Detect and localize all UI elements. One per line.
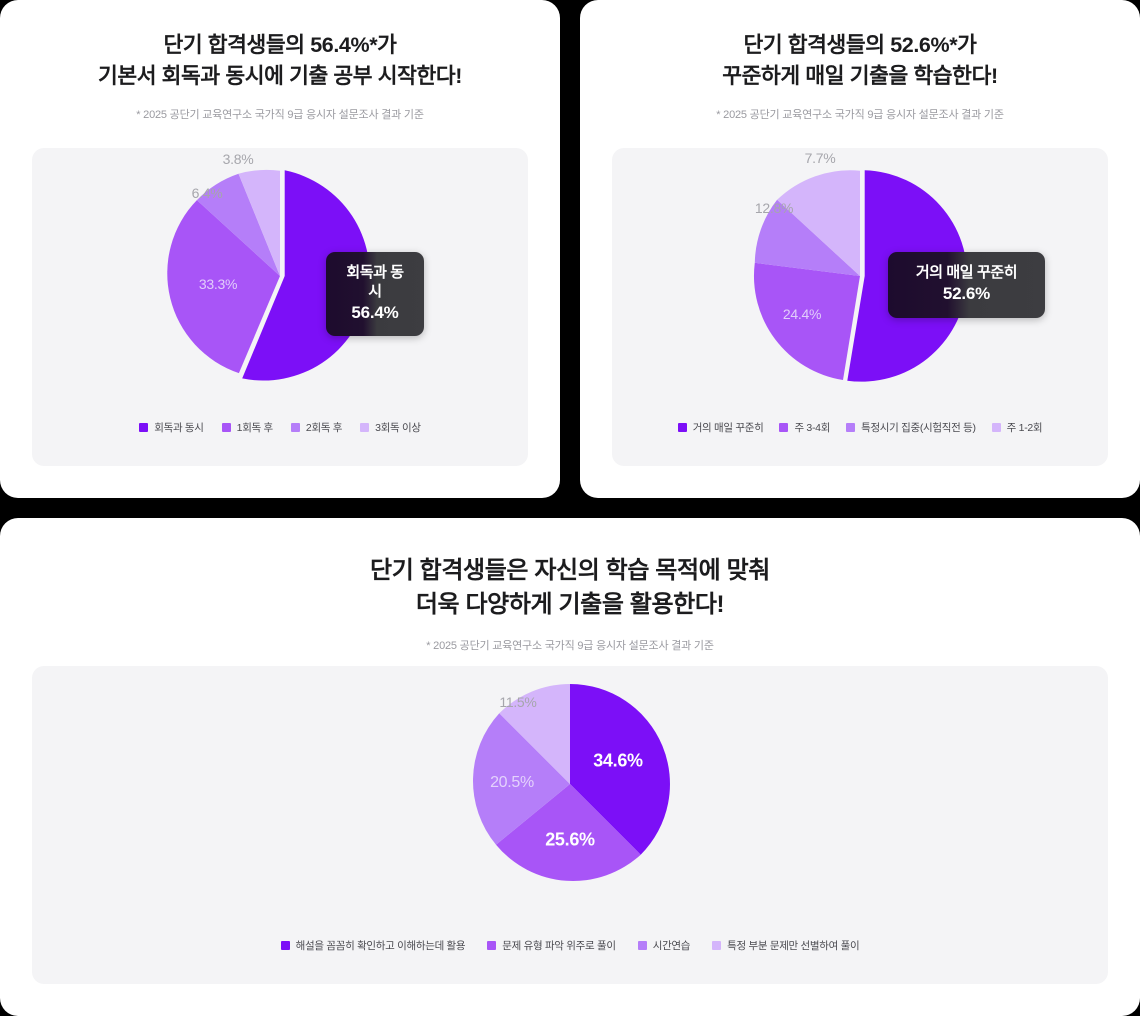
card-3-slice-2[interactable] [472,713,570,845]
card-2-title-line-2: 꾸준하게 매일 기출을 학습한다! [722,63,998,88]
card-1-legend-label-1: 1회독 후 [236,422,274,434]
chart-card-3: 단기 합격생들은 자신의 학습 목적에 맞춰 더욱 다양하게 기출을 활용한다!… [0,518,1140,1016]
card-2-legend-label-2: 특정시기 집중(시험직전 등) [861,422,976,434]
card-3-legend-label-1: 문제 유형 파악 위주로 풀이 [502,940,616,952]
card-1-label-3: 3.8% [222,151,254,167]
card-2-legend-item-3[interactable]: 주 1-2회 [991,420,1043,435]
card-3-title: 단기 합격생들은 자신의 학습 목적에 맞춰 더욱 다양하게 기출을 활용한다! [0,554,1140,622]
legend-swatch-icon [677,423,687,432]
card-3-legend-item-3[interactable]: 특정 부분 문제만 선별하여 풀이 [712,938,860,953]
card-3-label-3: 11.5% [499,694,537,710]
card-2-subnote: * 2025 공단기 교육연구소 국가직 9급 응시자 설문조사 결과 기준 [716,109,1004,122]
card-1-legend-label-2: 2회독 후 [305,422,343,434]
card-3-legend-item-1[interactable]: 문제 유형 파악 위주로 풀이 [487,938,616,953]
card-2-slice-2[interactable] [754,199,860,276]
card-2-chart-panel: 7.7% 12.8% 24.4% 거의 매일 꾸준히 52.6% 거의 매일 꾸… [612,148,1108,466]
card-2-label-1: 24.4% [782,306,822,322]
card-2-title: 단기 합격생들의 52.6%*가 꾸준하게 매일 기출을 학습한다! [580,30,1140,91]
legend-swatch-icon [487,941,497,950]
card-1-legend-label-0: 회독과 동시 [154,422,204,434]
card-1-legend: 회독과 동시 1회독 후 2회독 후 3회독 이상 [32,420,528,435]
card-2-legend-label-1: 주 3-4회 [794,422,831,434]
card-1-title-line-2: 기본서 회독과 동시에 기출 공부 시작한다! [97,63,463,88]
card-2-legend: 거의 매일 꾸준히 주 3-4회 특정시기 집중(시험직전 등) 주 1-2회 [612,420,1108,435]
card-3-label-0: 34.6% [593,750,643,771]
card-2-legend-label-3: 주 1-2회 [1006,422,1043,434]
legend-swatch-icon [360,423,370,432]
card-3-label-1: 25.6% [545,829,595,850]
card-3-chart-panel: 11.5% 20.5% 25.6% 34.6% 해설을 꼼꼼히 확인하고 이해하… [32,666,1108,984]
card-1-header: 단기 합격생들의 56.4%*가 기본서 회독과 동시에 기출 공부 시작한다!… [0,0,560,122]
legend-swatch-icon [846,423,856,432]
card-2-slice-3[interactable] [777,170,860,276]
card-3-label-2: 20.5% [490,774,534,791]
legend-swatch-icon [779,423,789,432]
card-3-legend-item-2[interactable]: 시간연습 [637,938,691,953]
card-1-legend-item-3[interactable]: 3회독 이상 [360,420,421,435]
card-1-title-line-1: 단기 합격생들의 56.4%*가 [163,33,397,57]
card-2-header: 단기 합격생들의 52.6%*가 꾸준하게 매일 기출을 학습한다! * 202… [580,0,1140,122]
card-1-label-2: 6.4% [191,185,223,201]
chart-card-2: 단기 합격생들의 52.6%*가 꾸준하게 매일 기출을 학습한다! * 202… [580,0,1140,498]
legend-swatch-icon [221,423,231,432]
legend-swatch-icon [637,941,647,950]
card-3-title-line-1: 단기 합격생들은 자신의 학습 목적에 맞춰 [370,557,770,584]
legend-swatch-icon [290,423,300,432]
legend-swatch-icon [139,423,149,432]
card-1-label-1: 33.3% [198,276,238,292]
card-1-legend-label-3: 3회독 이상 [375,422,421,434]
card-1-title: 단기 합격생들의 56.4%*가 기본서 회독과 동시에 기출 공부 시작한다! [0,30,560,91]
card-2-legend-item-0[interactable]: 거의 매일 꾸준히 [677,420,764,435]
card-1-subnote: * 2025 공단기 교육연구소 국가직 9급 응시자 설문조사 결과 기준 [136,109,424,122]
card-1-legend-item-2[interactable]: 2회독 후 [290,420,343,435]
card-1-slice-3[interactable] [238,169,281,276]
card-3-pie-svg [472,684,670,882]
legend-swatch-icon [991,423,1001,432]
card-2-label-2: 12.8% [754,200,794,216]
card-3-header: 단기 합격생들은 자신의 학습 목적에 맞춰 더욱 다양하게 기출을 활용한다!… [0,518,1140,653]
card-3-legend-label-3: 특정 부분 문제만 선별하여 풀이 [727,940,860,952]
card-1-tooltip[interactable]: 회독과 동시 56.4% [326,252,424,337]
card-2-legend-label-0: 거의 매일 꾸준히 [692,422,764,434]
card-3-slice-3[interactable] [499,684,570,784]
card-3-legend-label-2: 시간연습 [652,940,691,952]
card-3-slice-1[interactable] [496,784,641,882]
card-1-slice-2[interactable] [196,173,280,276]
legend-swatch-icon [280,941,290,950]
card-2-slice-1[interactable] [753,262,860,380]
card-2-title-line-1: 단기 합격생들의 52.6%*가 [743,33,977,57]
card-3-slice-0[interactable] [570,684,670,855]
card-3-legend: 해설을 꼼꼼히 확인하고 이해하는데 활용 문제 유형 파악 위주로 풀이 시간… [32,938,1108,953]
card-3-subnote: * 2025 공단기 교육연구소 국가직 9급 응시자 설문조사 결과 기준 [426,640,714,653]
legend-swatch-icon [712,941,722,950]
card-2-tooltip-value: 52.6% [942,283,991,303]
card-1-legend-item-0[interactable]: 회독과 동시 [139,420,204,435]
card-1-legend-item-1[interactable]: 1회독 후 [221,420,274,435]
card-1-tooltip-label: 회독과 동시 [346,264,404,300]
card-2-legend-item-2[interactable]: 특정시기 집중(시험직전 등) [846,420,976,435]
card-3-title-line-2: 더욱 다양하게 기출을 활용한다! [415,591,725,619]
card-2-label-3: 7.7% [804,150,836,166]
card-2-legend-item-1[interactable]: 주 3-4회 [779,420,830,435]
card-1-chart-panel: 3.8% 6.4% 33.3% 회독과 동시 56.4% 회독과 동시 1회독 … [32,148,528,466]
card-3-legend-item-0[interactable]: 해설을 꼼꼼히 확인하고 이해하는데 활용 [280,938,466,953]
card-2-tooltip[interactable]: 거의 매일 꾸준히 52.6% [888,252,1045,318]
chart-card-1: 단기 합격생들의 56.4%*가 기본서 회독과 동시에 기출 공부 시작한다!… [0,0,560,498]
card-1-slice-1[interactable] [167,200,280,374]
card-1-tooltip-value: 56.4% [351,302,399,322]
card-3-pie-chart: 11.5% 20.5% 25.6% 34.6% [470,684,670,884]
card-3-legend-label-0: 해설을 꼼꼼히 확인하고 이해하는데 활용 [295,940,466,952]
card-2-tooltip-label: 거의 매일 꾸준히 [915,264,1018,281]
